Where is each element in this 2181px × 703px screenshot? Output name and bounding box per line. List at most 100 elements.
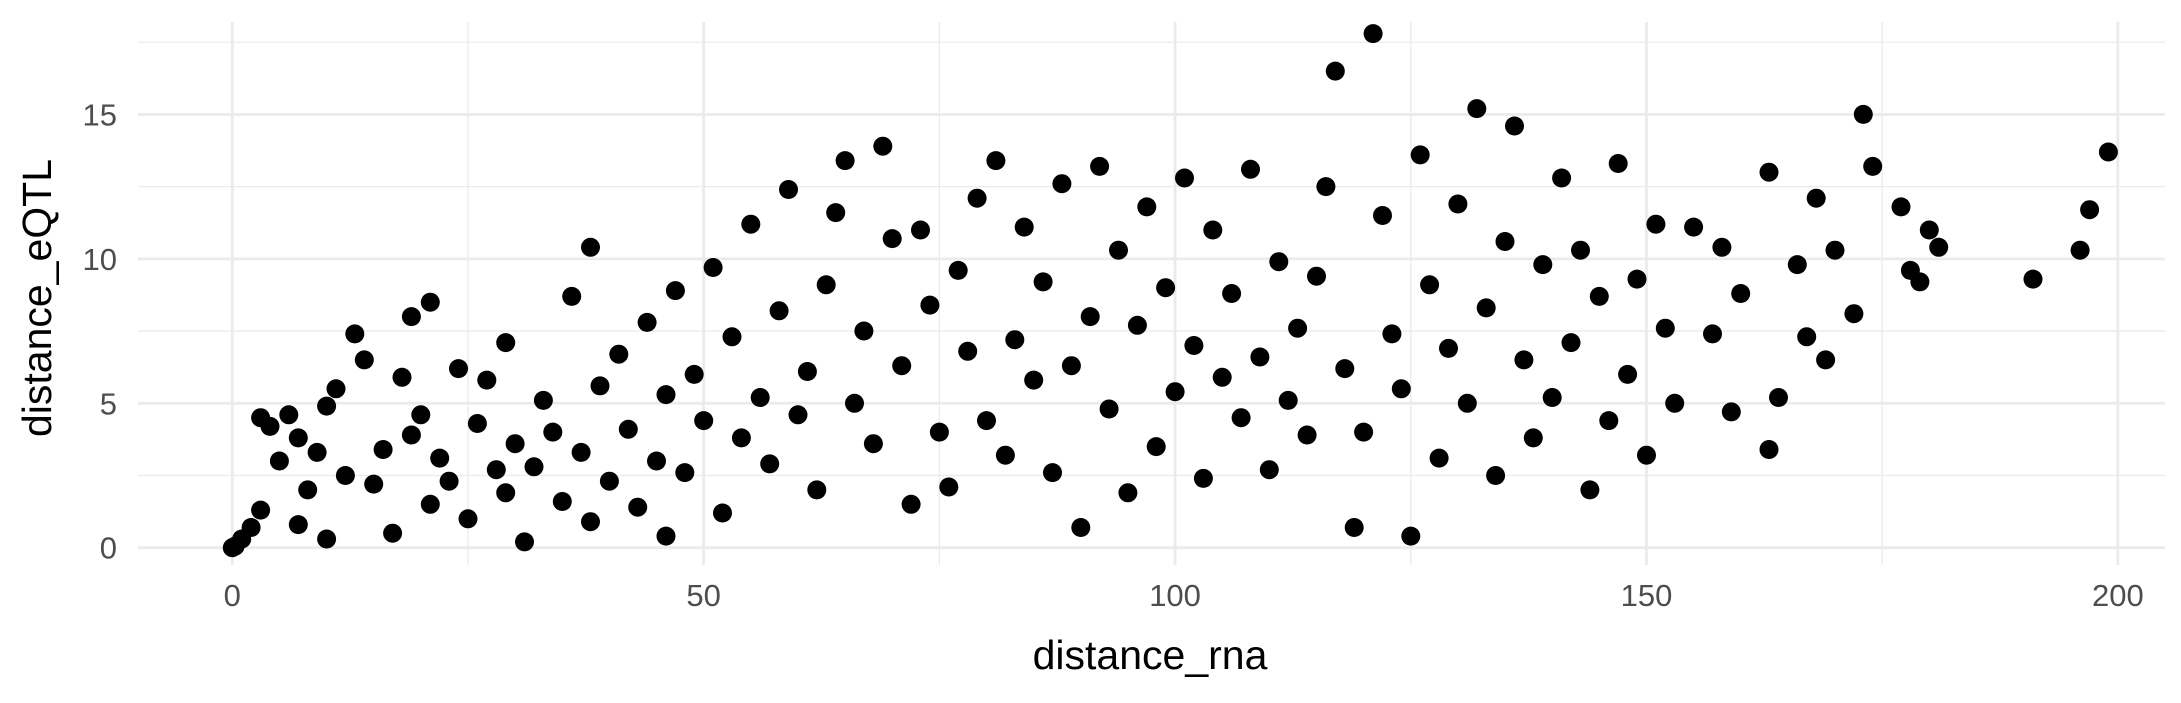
data-point [788,405,808,425]
data-point [797,362,817,381]
data-point [1090,156,1110,176]
data-point [958,341,978,361]
y-tick-label: 0 [100,531,117,566]
data-point [458,509,478,529]
data-point [1759,440,1779,459]
data-point [571,442,591,462]
data-point [986,151,1006,171]
x-tick-label: 100 [1149,578,1201,613]
data-point [977,411,996,431]
data-point [2080,200,2100,220]
data-point [995,445,1015,465]
data-point [939,477,959,497]
data-point [524,457,544,477]
data-point [364,474,384,494]
data-point [1080,307,1100,327]
data-point [1863,156,1883,176]
data-point [694,411,714,431]
data-point [1448,194,1468,214]
data-point [2070,240,2090,260]
data-point [373,440,393,459]
data-point [1439,338,1458,358]
data-point [477,370,497,390]
data-point [1561,333,1581,353]
data-point [1137,197,1157,217]
data-point [1288,318,1308,338]
data-point [1259,460,1279,480]
data-point [543,422,563,442]
data-point [750,388,770,407]
data-point [1797,327,1817,347]
data-point [665,281,685,301]
major-gridlines [138,22,2165,565]
data-point [1231,408,1251,428]
data-point [1627,269,1647,289]
data-point [533,390,553,410]
data-point [449,359,468,379]
minor-gridlines [138,22,2165,565]
data-point [1165,382,1185,402]
data-point [1410,145,1430,165]
data-point [1014,217,1034,237]
data-point [1354,422,1374,442]
data-point [288,428,308,448]
data-point [1703,324,1722,344]
data-point [807,480,827,500]
data-point [317,396,337,416]
data-point [1476,298,1496,318]
data-point [1608,154,1628,173]
data-point [1184,336,1204,355]
data-point [552,492,572,511]
data-point [1325,61,1345,81]
data-point [675,463,695,483]
data-point [2098,142,2118,162]
data-point [562,286,582,306]
data-point [1665,393,1685,413]
data-point [1127,315,1147,335]
data-point [1344,518,1364,537]
x-tick-label: 50 [686,578,720,613]
data-point [647,451,666,471]
y-axis-tick-labels: 0 5 10 15 [83,97,117,565]
data-point [1721,402,1741,422]
data-point [1684,217,1704,237]
data-point [948,260,968,280]
data-point [656,385,676,405]
data-point [401,425,421,445]
data-point [1655,318,1675,338]
data-point [1316,177,1336,197]
data-point [1335,359,1355,379]
data-point [1816,350,1836,370]
data-point [467,414,487,433]
data-point [505,434,525,454]
data-point [1203,220,1223,240]
data-point [1495,232,1515,251]
data-point [901,494,921,514]
data-point [920,295,940,315]
x-tick-label: 200 [2092,578,2144,613]
data-point [1891,197,1911,217]
data-point [1156,278,1176,298]
data-point [769,301,789,321]
data-point [1250,347,1270,367]
data-point [383,523,403,543]
data-point [1175,168,1194,188]
x-tick-label: 150 [1621,578,1673,613]
data-point [656,526,676,546]
data-point [486,460,506,480]
data-point [401,307,421,327]
data-point [1542,388,1562,407]
data-point [760,454,780,474]
data-point [779,180,798,199]
data-point [882,229,902,249]
data-point [1759,162,1779,182]
data-point [1420,275,1440,295]
data-point [590,376,610,396]
data-point [392,367,412,387]
data-point [241,518,261,537]
data-point [1241,159,1260,179]
data-point [845,393,864,413]
data-point [967,188,987,208]
data-point [1523,428,1543,448]
data-point [1599,411,1619,431]
